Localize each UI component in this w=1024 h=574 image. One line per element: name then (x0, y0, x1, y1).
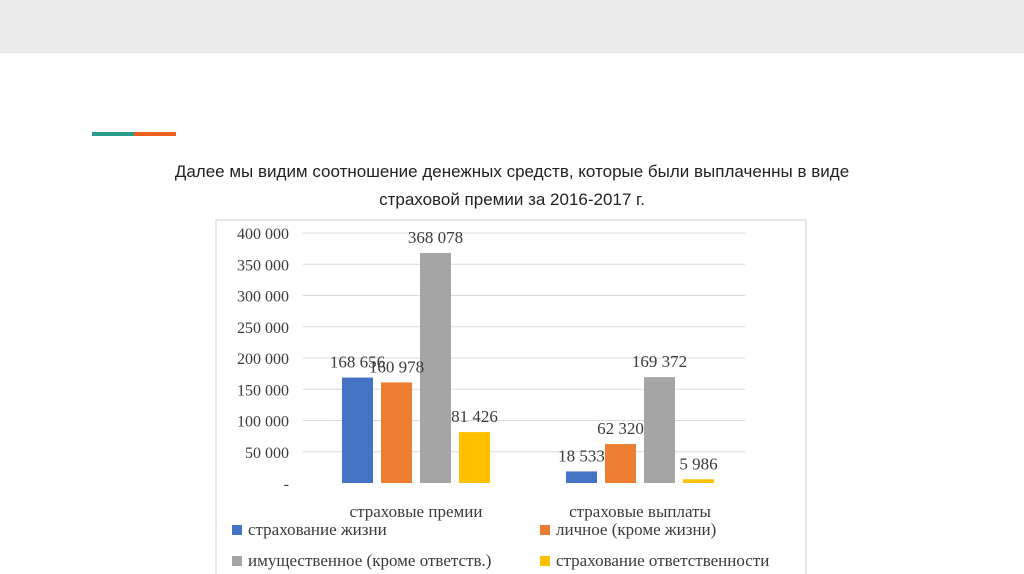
data-label: 160 978 (369, 357, 424, 376)
y-tick-label: 350 000 (237, 257, 289, 274)
x-category-label: страховые выплаты (569, 502, 711, 521)
accent-line-orange (134, 132, 176, 136)
y-tick-label: - (284, 476, 289, 493)
bar-1-2 (566, 471, 597, 483)
accent-line-teal (92, 132, 134, 136)
y-tick-label: 400 000 (237, 226, 289, 243)
bar-3-2 (644, 377, 675, 483)
data-label: 62 320 (597, 419, 644, 438)
bar-2-2 (605, 444, 636, 483)
bar-1-1 (342, 377, 373, 483)
chart-frame (215, 219, 807, 574)
legend-label: страхование ответственности (556, 551, 769, 570)
slide-header-bar (0, 0, 1024, 53)
legend-swatch (540, 556, 550, 566)
legend-swatch (232, 525, 242, 535)
data-label: 169 372 (632, 352, 687, 371)
y-tick-label: 50 000 (245, 445, 289, 462)
data-label: 81 426 (451, 407, 498, 426)
legend-label: страхование жизни (248, 520, 387, 539)
y-tick-label: 200 000 (237, 351, 289, 368)
data-label: 168 656 (330, 353, 385, 372)
data-label: 18 533 (558, 446, 605, 465)
y-tick-label: 250 000 (237, 320, 289, 337)
legend-swatch (540, 525, 550, 535)
y-tick-label: 100 000 (237, 414, 289, 431)
legend-label: личное (кроме жизни) (556, 520, 716, 539)
legend-swatch (232, 556, 242, 566)
data-label: 5 986 (679, 454, 717, 473)
y-tick-label: 300 000 (237, 289, 289, 306)
y-tick-label: 150 000 (237, 382, 289, 399)
legend-label: имущественное (кроме ответств.) (248, 551, 491, 570)
x-category-label: страховые премии (350, 502, 483, 521)
data-label: 368 078 (408, 228, 463, 247)
slide-caption: Далее мы видим соотношение денежных сред… (100, 158, 924, 214)
bar-2-1 (381, 382, 412, 483)
bar-3-1 (420, 252, 451, 483)
bar-4-2 (683, 479, 714, 483)
bar-4-1 (459, 432, 490, 483)
caption-line-1: Далее мы видим соотношение денежных сред… (174, 162, 850, 181)
caption-line-2: страховой премии за 2016-2017 г. (379, 190, 645, 209)
